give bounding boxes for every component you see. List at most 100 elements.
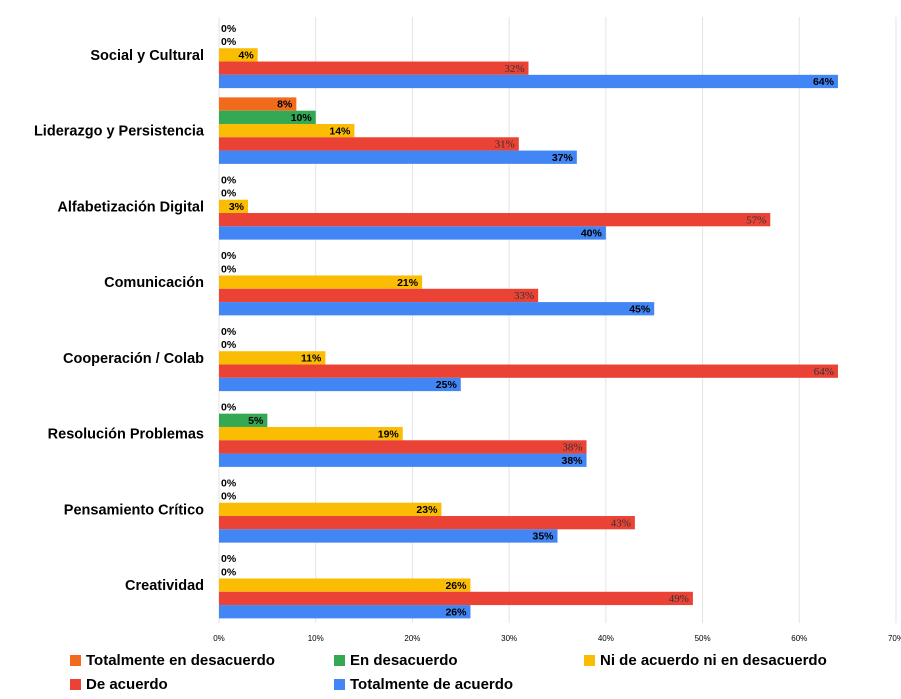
x-tick-label: 30% <box>501 634 517 643</box>
data-label: 57% <box>746 214 766 226</box>
category-label: Pensamiento Crítico <box>64 502 204 518</box>
data-label: 40% <box>581 228 603 240</box>
legend-label: En desacuerdo <box>350 652 458 669</box>
bar <box>219 516 635 530</box>
data-label: 0% <box>221 553 237 565</box>
data-label: 31% <box>495 139 515 151</box>
bar <box>219 529 558 543</box>
legend-swatch <box>334 655 345 666</box>
x-tick-label: 20% <box>404 634 420 643</box>
data-label: 0% <box>221 263 237 275</box>
legend-item-totalmente-en-desacuerdo: Totalmente en desacuerdo <box>70 652 275 669</box>
x-tick-label: 0% <box>213 634 225 643</box>
data-label: 33% <box>514 290 534 302</box>
legend-item-de-acuerdo: De acuerdo <box>70 676 168 693</box>
legend-swatch <box>584 655 595 666</box>
x-tick-label: 50% <box>695 634 711 643</box>
bar <box>219 377 461 392</box>
category-label: Comunicación <box>104 275 204 291</box>
bar <box>219 110 316 124</box>
data-label: 0% <box>221 566 237 578</box>
bar <box>219 502 442 517</box>
bar <box>219 275 423 289</box>
bar <box>219 48 258 62</box>
legend-swatch <box>70 679 81 690</box>
data-label: 26% <box>445 606 467 618</box>
bar <box>219 123 355 138</box>
data-label: 21% <box>397 277 419 289</box>
legend-item-totalmente-de-acuerdo: Totalmente de acuerdo <box>334 676 513 693</box>
data-label: 0% <box>221 339 237 351</box>
bar <box>219 226 606 240</box>
category-label: Alfabetización Digital <box>57 199 204 215</box>
bar <box>219 440 587 454</box>
data-label: 64% <box>814 366 834 378</box>
data-label: 38% <box>562 442 582 454</box>
legend-swatch <box>334 679 345 690</box>
bar <box>219 351 326 365</box>
bar <box>219 213 771 227</box>
x-tick-label: 60% <box>791 634 807 643</box>
data-label: 0% <box>221 174 237 186</box>
bar <box>219 137 519 151</box>
data-label: 26% <box>445 580 467 592</box>
bar <box>219 453 587 467</box>
data-label: 23% <box>416 504 438 516</box>
data-label: 0% <box>221 23 237 35</box>
data-label: 32% <box>504 63 524 75</box>
data-label: 35% <box>532 531 554 543</box>
data-label: 0% <box>221 477 237 489</box>
category-label: Social y Cultural <box>90 48 204 64</box>
category-label: Liderazgo y Persistencia <box>34 124 205 140</box>
data-label: 14% <box>329 125 351 137</box>
bar <box>219 97 297 111</box>
bar <box>219 605 471 619</box>
bar <box>219 578 471 592</box>
x-tick-label: 70% <box>888 634 901 643</box>
bar <box>219 199 249 214</box>
data-label: 38% <box>561 455 583 467</box>
data-label: 3% <box>229 201 245 213</box>
bar <box>219 288 539 303</box>
bar <box>219 591 693 606</box>
data-label: 64% <box>813 76 835 88</box>
category-label: Resolución Problemas <box>48 427 204 443</box>
data-label: 43% <box>611 517 631 529</box>
data-label: 5% <box>248 415 264 427</box>
x-tick-label: 10% <box>308 634 324 643</box>
data-label: 19% <box>378 428 400 440</box>
data-label: 37% <box>552 152 574 164</box>
category-label: Cooperación / Colab <box>63 351 204 367</box>
data-label: 49% <box>669 593 689 605</box>
data-label: 0% <box>221 36 237 48</box>
x-tick-label: 40% <box>598 634 614 643</box>
legend-item-en-desacuerdo: En desacuerdo <box>334 652 458 669</box>
data-label: 4% <box>238 50 254 62</box>
legend-label: Totalmente en desacuerdo <box>86 652 275 669</box>
legend-label: Ni de acuerdo ni en desacuerdo <box>600 652 827 669</box>
data-label: 0% <box>221 326 237 338</box>
legend-label: Totalmente de acuerdo <box>350 676 514 693</box>
legend-item-ni-de-acuerdo: Ni de acuerdo ni en desacuerdo <box>584 652 827 669</box>
data-label: 0% <box>221 250 237 262</box>
bar <box>219 364 838 378</box>
bar <box>219 150 577 164</box>
bar <box>219 61 529 75</box>
data-label: 10% <box>291 112 313 124</box>
bar <box>219 302 655 316</box>
data-label: 0% <box>221 402 237 414</box>
bar <box>219 74 838 89</box>
data-label: 25% <box>436 379 458 391</box>
legend-label: De acuerdo <box>86 676 168 693</box>
category-label: Creatividad <box>125 578 204 594</box>
data-label: 45% <box>629 303 651 315</box>
bar <box>219 426 403 441</box>
data-label: 0% <box>221 491 237 503</box>
legend-swatch <box>70 655 81 666</box>
data-label: 11% <box>301 353 322 365</box>
data-label: 8% <box>277 99 293 111</box>
bar <box>219 413 268 427</box>
data-label: 0% <box>221 188 237 200</box>
